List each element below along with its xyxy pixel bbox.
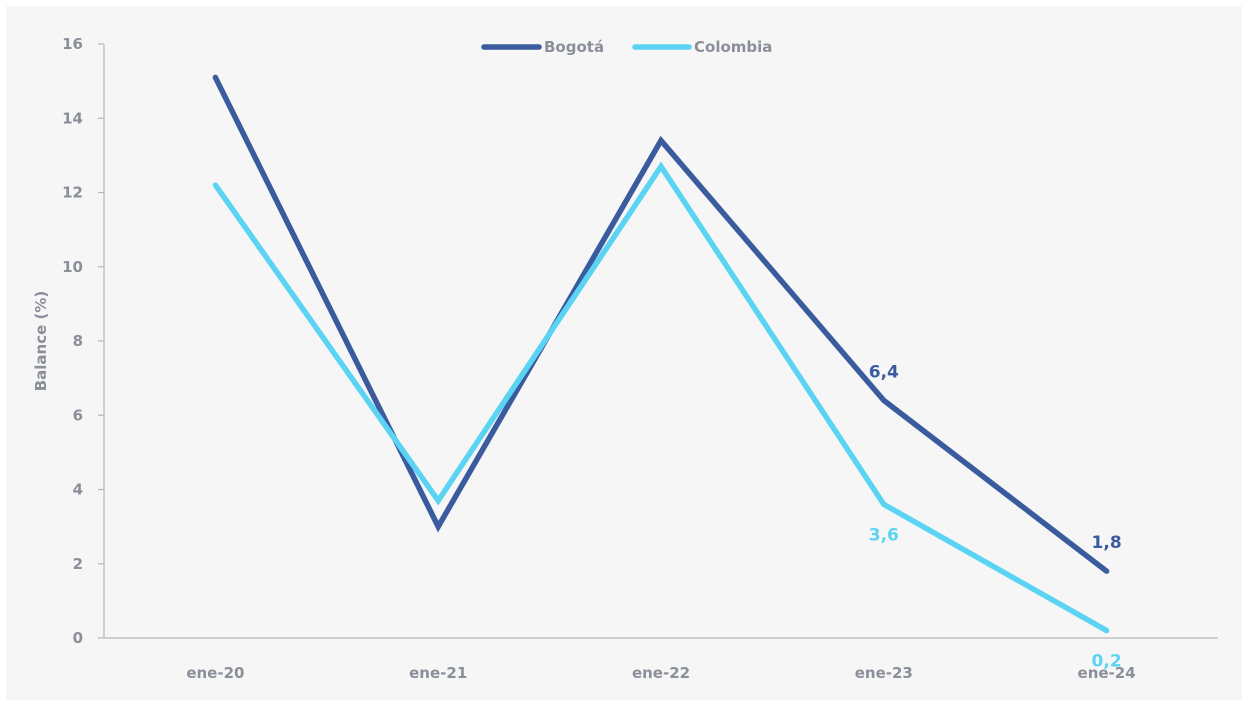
series-lines <box>212 74 1110 634</box>
x-tick-label: ene-24 <box>1078 664 1136 682</box>
y-tick-label: 4 <box>73 481 83 499</box>
x-tick-label: ene-22 <box>632 664 690 682</box>
y-axis-label: Balance (%) <box>32 291 50 392</box>
data-label: 1,8 <box>1092 533 1122 553</box>
data-label: 6,4 <box>869 362 899 382</box>
y-tick-label: 12 <box>62 184 83 202</box>
legend: Bogotá Colombia <box>481 38 772 56</box>
y-tick-label: 16 <box>62 35 83 53</box>
y-tick-label: 0 <box>73 629 83 647</box>
x-tick-label: ene-23 <box>855 664 913 682</box>
chart-area: 0 2 4 6 8 10 12 14 16 ene-20 ene-21 ene-22 ene-23 en… <box>6 6 1242 700</box>
y-tick-label: 8 <box>73 332 83 350</box>
y-tick-label: 10 <box>62 258 83 276</box>
y-tick-label: 14 <box>62 109 83 127</box>
data-labels: 6,4 1,8 3,6 0,2 <box>869 362 1122 671</box>
x-tick-label: ene-20 <box>186 664 244 682</box>
axes <box>103 44 1218 639</box>
y-tick-label: 2 <box>73 555 83 573</box>
series-line <box>212 161 1110 634</box>
series-line <box>212 74 1110 574</box>
x-tick-labels: ene-20 ene-21 ene-22 ene-23 ene-24 <box>186 664 1135 682</box>
data-label: 3,6 <box>869 525 899 545</box>
legend-label: Colombia <box>694 38 772 56</box>
data-label: 0,2 <box>1092 652 1122 672</box>
y-tick-labels: 0 2 4 6 8 10 12 14 16 <box>62 35 104 647</box>
y-tick-label: 6 <box>73 406 83 424</box>
legend-label: Bogotá <box>544 38 604 56</box>
x-tick-label: ene-21 <box>409 664 467 682</box>
